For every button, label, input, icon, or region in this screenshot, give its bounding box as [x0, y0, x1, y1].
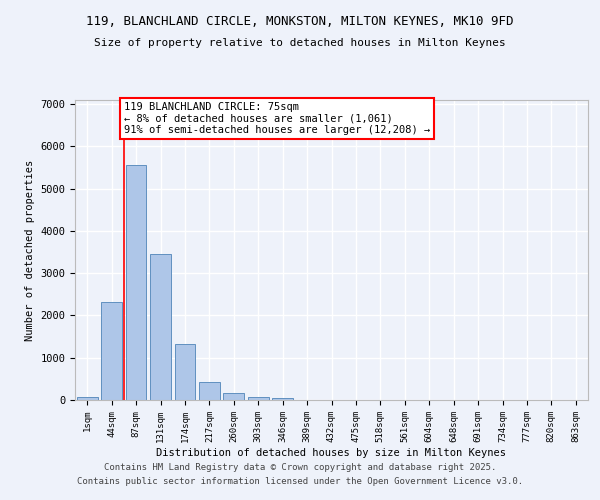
- Bar: [199, 382, 220, 400]
- Y-axis label: Number of detached properties: Number of detached properties: [25, 160, 35, 340]
- Bar: [175, 344, 196, 400]
- Text: Contains HM Land Registry data © Crown copyright and database right 2025.: Contains HM Land Registry data © Crown c…: [104, 462, 496, 471]
- X-axis label: Distribution of detached houses by size in Milton Keynes: Distribution of detached houses by size …: [157, 448, 506, 458]
- Text: Contains public sector information licensed under the Open Government Licence v3: Contains public sector information licen…: [77, 478, 523, 486]
- Bar: [248, 396, 269, 400]
- Bar: [77, 397, 98, 400]
- Text: 119 BLANCHLAND CIRCLE: 75sqm
← 8% of detached houses are smaller (1,061)
91% of : 119 BLANCHLAND CIRCLE: 75sqm ← 8% of det…: [124, 102, 430, 136]
- Bar: [150, 254, 171, 400]
- Bar: [223, 393, 244, 400]
- Text: 119, BLANCHLAND CIRCLE, MONKSTON, MILTON KEYNES, MK10 9FD: 119, BLANCHLAND CIRCLE, MONKSTON, MILTON…: [86, 15, 514, 28]
- Bar: [125, 165, 146, 400]
- Bar: [101, 302, 122, 400]
- Text: Size of property relative to detached houses in Milton Keynes: Size of property relative to detached ho…: [94, 38, 506, 48]
- Bar: [272, 398, 293, 400]
